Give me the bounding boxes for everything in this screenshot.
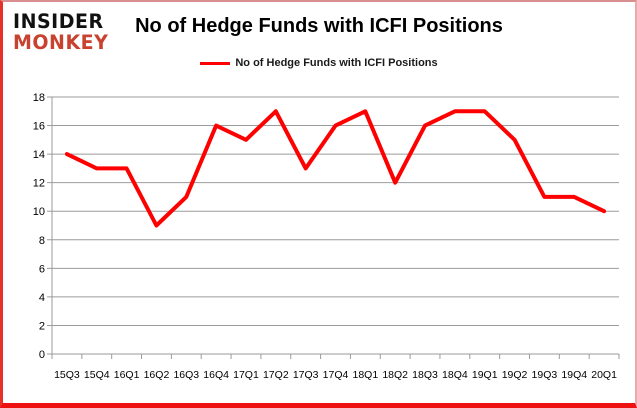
legend-line-marker — [200, 61, 231, 65]
y-tick-label: 16 — [33, 121, 45, 133]
x-tick-label: 20Q1 — [591, 369, 617, 381]
legend: No of Hedge Funds with ICFI Positions — [3, 57, 635, 69]
x-tick-label: 16Q1 — [114, 369, 140, 381]
logo-text-monkey: MONKEY — [13, 30, 109, 54]
x-tick-label: 17Q4 — [323, 369, 349, 381]
x-tick-label: 19Q1 — [472, 369, 498, 381]
y-tick-label: 12 — [33, 178, 45, 190]
x-tick-label: 15Q4 — [84, 369, 110, 381]
y-tick-label: 14 — [33, 149, 45, 161]
x-tick-label: 15Q3 — [54, 369, 80, 381]
y-tick-label: 10 — [33, 206, 45, 218]
y-tick-label: 0 — [39, 349, 45, 361]
x-tick-label: 17Q1 — [233, 369, 259, 381]
x-tick-label: 18Q3 — [412, 369, 438, 381]
line-chart: 0 2 4 6 8 10 12 14 16 18 15Q3 15Q4 16Q1 16Q2 16Q3 16Q4 1… — [33, 92, 620, 381]
x-tick-label: 18Q4 — [442, 369, 468, 381]
legend-label: No of Hedge Funds with ICFI Positions — [235, 57, 438, 69]
x-tick-label: 17Q3 — [293, 369, 319, 381]
logo-text-insider: INSIDER — [13, 9, 104, 33]
x-tick-label: 16Q2 — [144, 369, 170, 381]
x-tick-label: 19Q2 — [502, 369, 528, 381]
x-tick-label: 17Q2 — [263, 369, 289, 381]
y-tick-label: 18 — [33, 92, 45, 104]
x-tick-label: 19Q4 — [561, 369, 587, 381]
x-tick-label: 16Q3 — [173, 369, 199, 381]
x-tick-label: 19Q3 — [532, 369, 558, 381]
x-tick-label: 18Q1 — [352, 369, 378, 381]
x-tick-label: 16Q4 — [203, 369, 229, 381]
chart-title: No of Hedge Funds with ICFI Positions — [135, 15, 503, 37]
y-tick-label: 8 — [39, 235, 45, 247]
series-line — [64, 109, 607, 228]
y-tick-label: 4 — [39, 292, 45, 304]
y-tick-label: 2 — [39, 320, 45, 332]
y-tick-label: 6 — [39, 263, 45, 275]
insider-monkey-logo: INSIDER MONKEY — [13, 9, 109, 54]
x-tick-label: 18Q2 — [382, 369, 408, 381]
